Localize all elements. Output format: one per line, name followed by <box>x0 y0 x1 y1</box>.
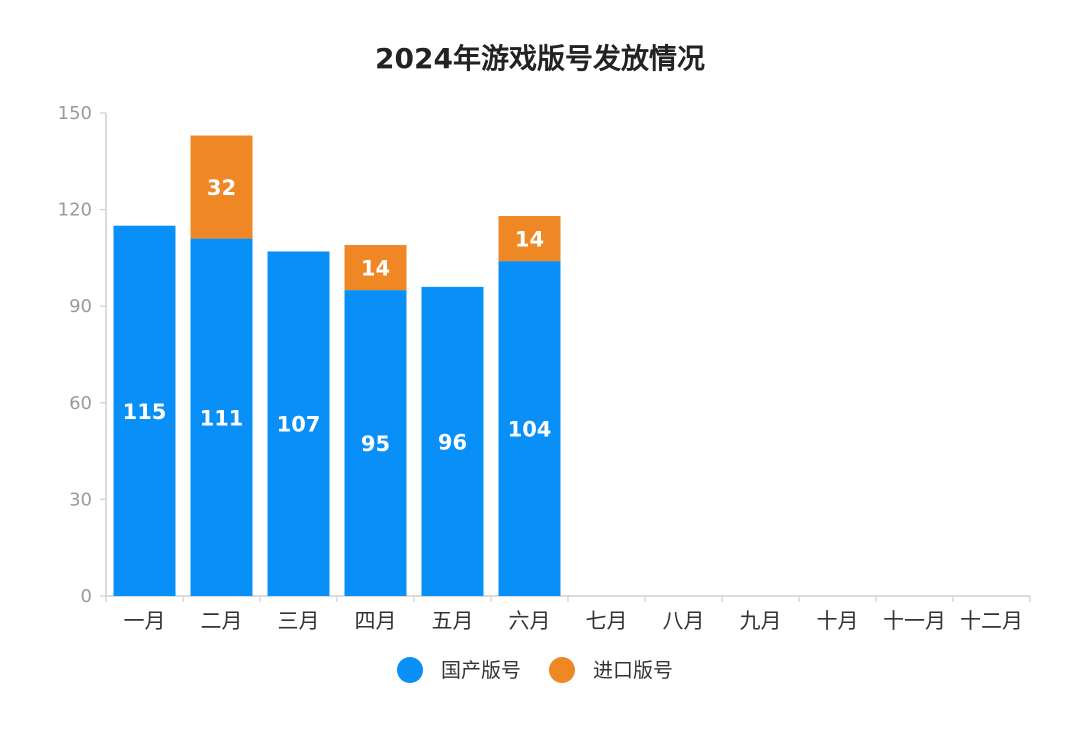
y-tick-label: 120 <box>58 200 92 221</box>
data-label: 32 <box>207 176 236 200</box>
bar-domestic <box>421 286 484 596</box>
bar-domestic <box>190 238 253 596</box>
x-tick-label: 六月 <box>509 609 551 633</box>
data-label: 107 <box>277 413 321 437</box>
data-label: 111 <box>200 406 244 430</box>
chart-title: 2024年游戏版号发放情况 <box>375 42 705 75</box>
legend: 国产版号 进口版号 <box>397 657 673 683</box>
bar-imported <box>498 216 561 262</box>
bar-imported <box>190 135 253 239</box>
legend-label: 国产版号 <box>441 658 521 682</box>
y-tick-label: 0 <box>81 586 92 607</box>
y-tick-label: 90 <box>69 296 92 317</box>
legend-marker <box>549 657 575 683</box>
bars-group <box>113 135 561 596</box>
bar-domestic <box>267 251 330 596</box>
data-label: 14 <box>361 257 390 281</box>
data-label: 14 <box>515 228 544 252</box>
y-tick-label: 150 <box>58 103 92 124</box>
data-label: 96 <box>438 430 467 454</box>
bar-domestic <box>344 290 407 596</box>
data-labels-group: 115 111 32 107 95 14 96 104 14 <box>123 176 552 456</box>
legend-marker <box>397 657 423 683</box>
x-tick-label: 五月 <box>432 609 474 633</box>
bar-domestic <box>498 261 561 596</box>
x-tick-label: 十月 <box>817 609 859 633</box>
x-tick-label: 九月 <box>740 609 782 633</box>
legend-label: 进口版号 <box>593 658 673 682</box>
x-tick-label: 三月 <box>278 609 320 633</box>
data-label: 115 <box>123 400 167 424</box>
y-tick-label: 30 <box>69 489 92 510</box>
x-tick-label: 四月 <box>355 609 397 633</box>
x-tick-label: 十一月 <box>883 609 946 633</box>
x-tick-label: 八月 <box>663 609 705 633</box>
data-label: 95 <box>361 432 390 456</box>
x-tick-label: 一月 <box>124 609 166 633</box>
bar-imported <box>344 245 407 291</box>
y-axis: 0 30 60 90 120 150 <box>58 103 107 607</box>
x-tick-label: 十二月 <box>960 609 1023 633</box>
x-tick-label: 二月 <box>201 609 243 633</box>
x-axis: 一月 二月 三月 四月 五月 六月 七月 八月 九月 十月 十一月 十二月 <box>105 595 1031 633</box>
data-label: 104 <box>508 418 552 442</box>
bar-domestic <box>113 225 176 596</box>
y-tick-label: 60 <box>69 393 92 414</box>
x-tick-label: 七月 <box>586 609 628 633</box>
